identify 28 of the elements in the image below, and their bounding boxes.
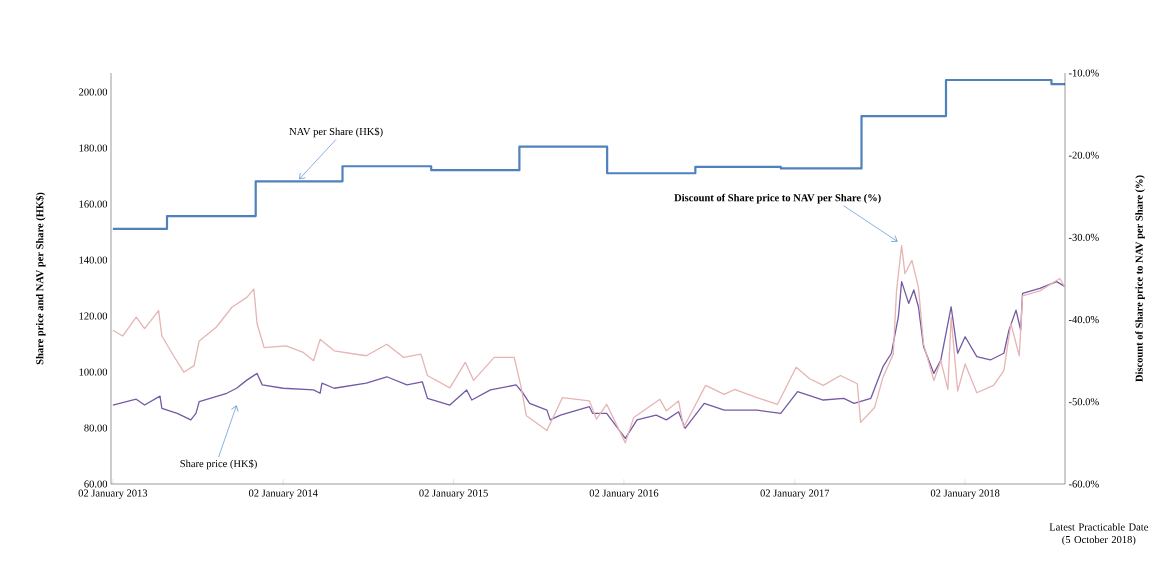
- y2-axis-title: Discount of Share price to NAV per Share (%): [1135, 175, 1145, 382]
- y2-tick-label: -20.0%: [1068, 151, 1099, 159]
- text: Discount of Share price to NAV per Share (%): [674, 193, 881, 204]
- y-axis-title: Share price and NAV per Share (HK$): [35, 192, 46, 365]
- y2-tick-label: -50.0%: [1068, 398, 1099, 406]
- y-tick-label: 60.00: [84, 480, 108, 488]
- text: Latest Practicable Date (5 October 2018): [1049, 523, 1149, 546]
- y-tick-label: 180.00: [79, 144, 108, 152]
- y-tick-label: 100.00: [79, 368, 108, 376]
- x-tick-label: 02 January 2017: [760, 489, 830, 499]
- y-tick-label: 200.00: [79, 88, 108, 96]
- x-tick-label: 02 January 2018: [930, 489, 1000, 499]
- y2-tick-label: -40.0%: [1068, 316, 1099, 324]
- text: Share price (HK$): [180, 459, 257, 470]
- y-tick-label: 160.00: [79, 200, 108, 208]
- x-tick-label: 02 January 2013: [78, 489, 148, 499]
- x-tick-label: 02 January 2016: [589, 489, 659, 499]
- line-series: [112, 244, 1066, 444]
- y2-tick-label: -30.0%: [1068, 233, 1099, 241]
- text: NAV per Share (HK$): [289, 127, 383, 138]
- y-tick-label: 120.00: [79, 312, 108, 320]
- y-tick-label: 140.00: [79, 256, 108, 264]
- x-tick-label: 02 January 2015: [419, 489, 488, 499]
- line-series: [112, 280, 1066, 440]
- y-tick-label: 80.00: [84, 424, 108, 432]
- y2-tick-label: -10.0%: [1068, 69, 1099, 77]
- y2-tick-label: -60.0%: [1068, 480, 1099, 488]
- x-tick-label: 02 January 2014: [248, 489, 318, 499]
